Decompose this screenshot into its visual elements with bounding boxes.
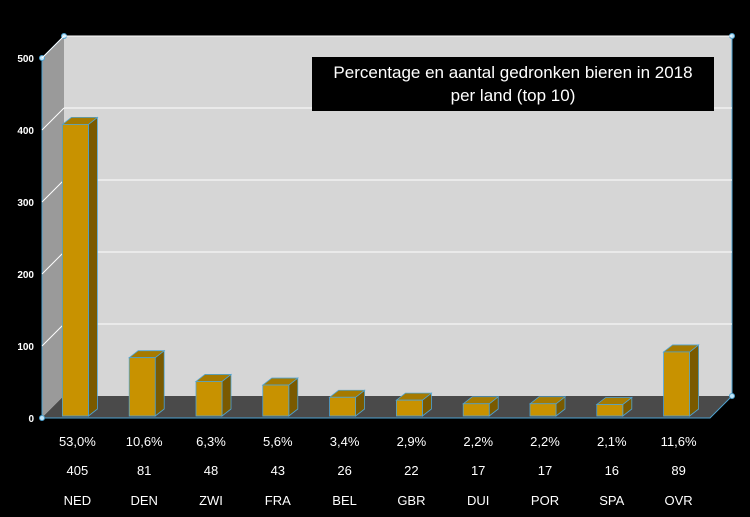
y-tick-label: 100 [17, 342, 34, 353]
bar-front [529, 403, 557, 417]
bar-BEL [328, 389, 366, 417]
bar-front [329, 396, 357, 417]
category-label: DUI [467, 493, 489, 508]
count-label: 48 [204, 463, 218, 478]
bar-front [262, 384, 290, 417]
bar-front [395, 399, 423, 417]
y-tick-label: 0 [28, 414, 34, 425]
percentage-label: 2,9% [397, 434, 427, 449]
percentage-label: 53,0% [59, 434, 96, 449]
count-label: 405 [67, 463, 89, 478]
bar-DEN [128, 349, 166, 417]
bar-ZWI [194, 373, 233, 417]
percentage-label: 10,6% [126, 434, 163, 449]
percentage-label: 2,2% [530, 434, 560, 449]
percentage-label: 2,1% [597, 434, 627, 449]
count-label: 81 [137, 463, 151, 478]
bar-front [195, 381, 223, 417]
percentage-label: 11,6% [661, 434, 697, 449]
bar-SPA [595, 396, 633, 417]
category-label: FRA [265, 493, 291, 508]
bar-OVR [662, 344, 700, 417]
bar-FRA [261, 377, 299, 417]
gridline-side-100 [41, 323, 65, 347]
percentage-label: 6,3% [196, 434, 226, 449]
count-label: 17 [471, 463, 485, 478]
y-axis: 0 100 200 300 400 500 [17, 54, 34, 425]
bar-front [128, 357, 156, 417]
count-label: 43 [271, 463, 285, 478]
gridline-side-200 [41, 251, 65, 275]
count-label: 26 [337, 463, 351, 478]
bar-side [689, 344, 699, 417]
bar-front [663, 351, 690, 417]
count-label: 16 [605, 463, 619, 478]
corner-handle-3 [729, 393, 735, 399]
category-label: GBR [397, 493, 425, 508]
y-tick-label: 200 [17, 270, 34, 281]
bar-front [62, 124, 89, 417]
count-label: 22 [404, 463, 418, 478]
bars [61, 116, 700, 417]
bar-DUI [462, 395, 500, 417]
percentage-label: 5,6% [263, 434, 293, 449]
count-label: 17 [538, 463, 552, 478]
chart-title-line2: per land (top 10) [450, 86, 576, 105]
bar-NED [61, 116, 99, 417]
category-label: SPA [599, 493, 624, 508]
back-wall [64, 36, 732, 396]
category-label: DEN [130, 493, 157, 508]
bar-front [462, 403, 490, 417]
gridline-side-300 [41, 179, 65, 203]
category-labels: 53,0% 405 NED 10,6% 81 DEN 6,3% 48 ZWI 5,6% 43 FRA 3… [59, 434, 697, 508]
corner-handle-4 [39, 415, 45, 421]
bar-GBR [395, 392, 433, 417]
chart-title-line1: Percentage en aantal gedronken bieren in… [333, 63, 693, 82]
bar-front [596, 404, 624, 417]
side-wall [42, 36, 64, 418]
category-label: ZWI [199, 493, 223, 508]
y-tick-label: 400 [17, 126, 34, 137]
y-tick-label: 500 [17, 54, 34, 65]
bar-POR [528, 395, 567, 417]
y-tick-label: 300 [17, 198, 34, 209]
chart-title: Percentage en aantal gedronken bieren in… [312, 57, 714, 111]
gridline-side-400 [41, 107, 65, 131]
percentage-label: 3,4% [330, 434, 360, 449]
category-label: NED [64, 493, 91, 508]
bar-side [88, 116, 98, 417]
bar-side [154, 349, 165, 417]
category-label: BEL [332, 493, 357, 508]
percentage-label: 2,2% [463, 434, 493, 449]
gridline-side-500 [41, 35, 65, 59]
count-label: 89 [671, 463, 685, 478]
category-label: POR [531, 493, 559, 508]
category-label: OVR [665, 493, 693, 508]
